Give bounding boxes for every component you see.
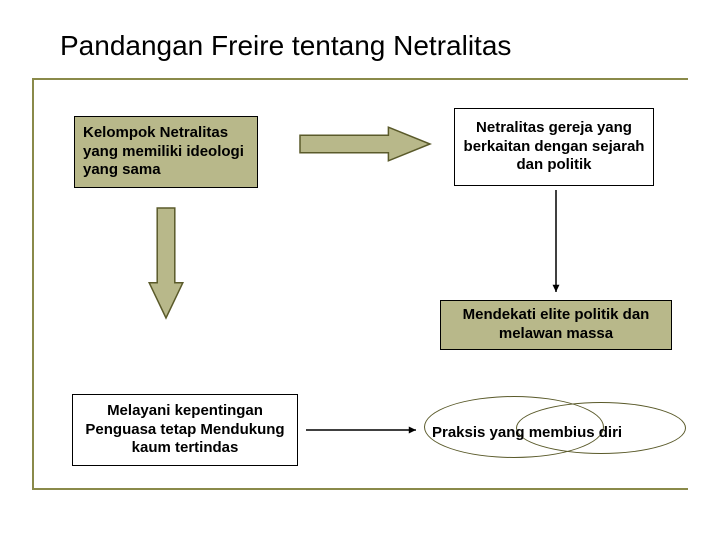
page-title: Pandangan Freire tentang Netralitas (60, 30, 511, 62)
box-topRight: Netralitas gereja yang berkaitan dengan … (454, 108, 654, 186)
thin-arrow-right-down (550, 184, 562, 298)
block-arrow-top-horizontal (300, 124, 430, 164)
block-arrow-left-down (146, 208, 186, 318)
praksis-label: Praksis yang membius diri (432, 424, 622, 443)
box-topLeft: Kelompok Netralitas yang memiliki ideolo… (74, 116, 258, 188)
thin-arrow-bottom-horizontal (300, 424, 422, 436)
box-midRight: Mendekati elite politik dan melawan mass… (440, 300, 672, 350)
box-botLeft: Melayani kepentingan Penguasa tetap Mend… (72, 394, 298, 466)
